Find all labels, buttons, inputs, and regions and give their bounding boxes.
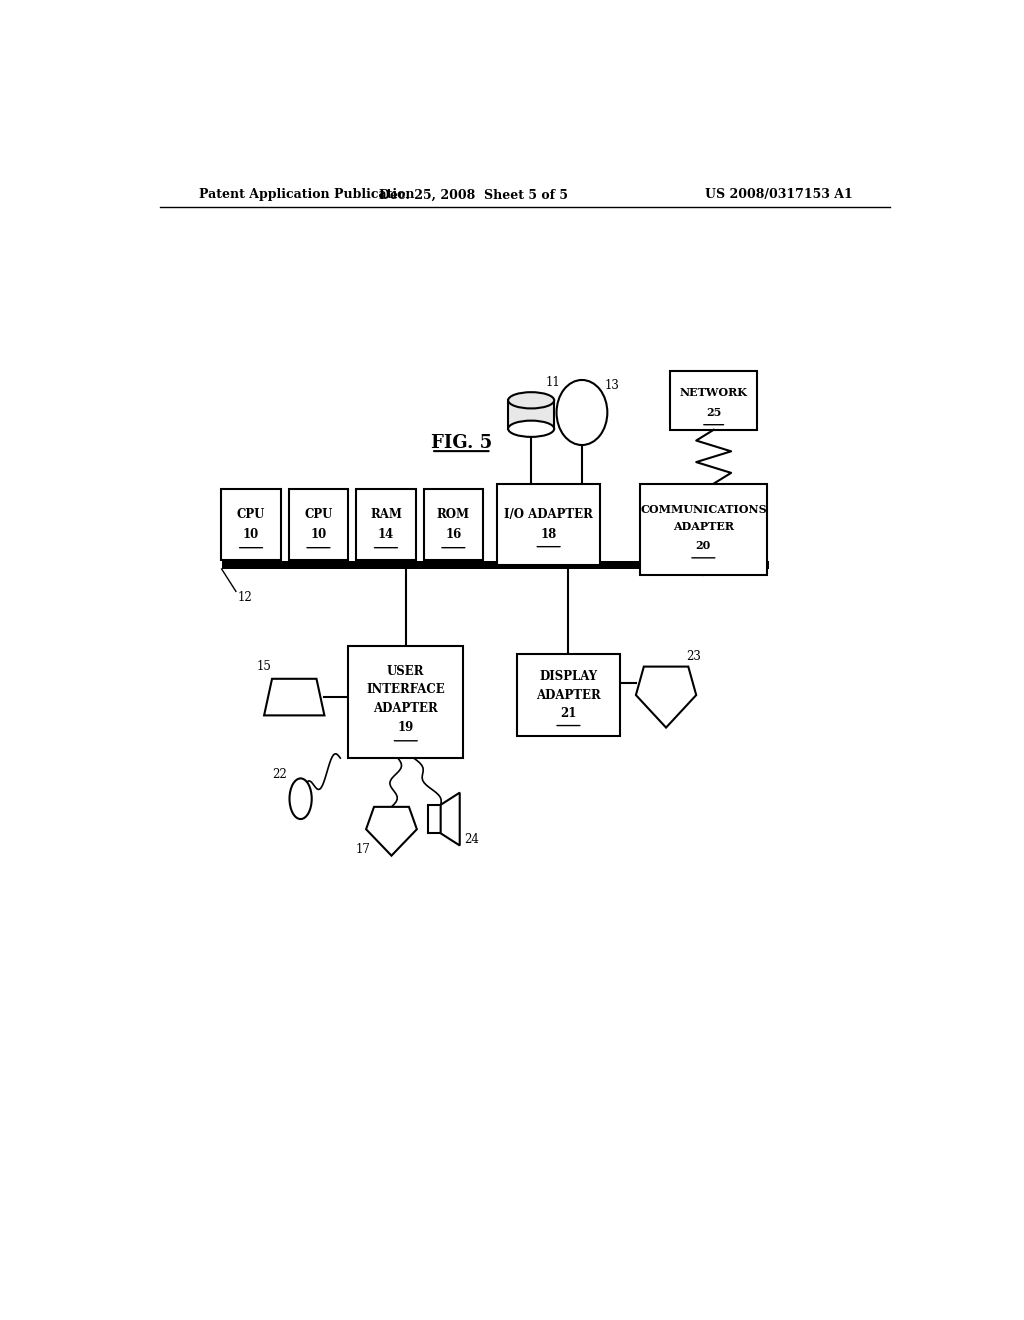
- Text: US 2008/0317153 A1: US 2008/0317153 A1: [705, 189, 853, 202]
- Ellipse shape: [508, 421, 554, 437]
- Text: ROM: ROM: [437, 508, 470, 520]
- Text: 10: 10: [243, 528, 259, 541]
- Text: Dec. 25, 2008  Sheet 5 of 5: Dec. 25, 2008 Sheet 5 of 5: [379, 189, 567, 202]
- Polygon shape: [264, 678, 325, 715]
- Text: 25: 25: [706, 407, 721, 418]
- Text: 16: 16: [445, 528, 462, 541]
- Text: INTERFACE: INTERFACE: [367, 684, 445, 697]
- Bar: [289, 488, 348, 560]
- Polygon shape: [636, 667, 696, 727]
- Text: 12: 12: [238, 591, 252, 605]
- Text: 10: 10: [310, 528, 327, 541]
- Text: ADAPTER: ADAPTER: [673, 521, 734, 532]
- Text: 18: 18: [541, 528, 557, 541]
- Polygon shape: [428, 805, 440, 833]
- Text: ADAPTER: ADAPTER: [374, 702, 438, 714]
- Text: RAM: RAM: [370, 508, 401, 520]
- Bar: [221, 488, 281, 560]
- Text: 19: 19: [397, 721, 414, 734]
- Text: Patent Application Publication: Patent Application Publication: [200, 189, 415, 202]
- Bar: [497, 483, 600, 565]
- Bar: [356, 488, 416, 560]
- Bar: [508, 400, 554, 429]
- Text: ADAPTER: ADAPTER: [537, 689, 601, 701]
- Text: I/O ADAPTER: I/O ADAPTER: [504, 508, 593, 520]
- Text: 24: 24: [465, 833, 479, 846]
- Text: CPU: CPU: [304, 508, 333, 520]
- Text: FIG. 5: FIG. 5: [431, 434, 492, 451]
- Text: 13: 13: [604, 379, 620, 392]
- Text: 23: 23: [686, 649, 700, 663]
- Polygon shape: [440, 792, 460, 846]
- Text: 15: 15: [257, 660, 271, 673]
- Text: COMMUNICATIONS: COMMUNICATIONS: [640, 503, 767, 515]
- Bar: [424, 488, 483, 560]
- Circle shape: [557, 380, 607, 445]
- Bar: [348, 647, 463, 758]
- Text: CPU: CPU: [237, 508, 265, 520]
- Bar: [517, 655, 621, 735]
- Bar: [640, 483, 767, 576]
- Text: 11: 11: [546, 375, 560, 388]
- Ellipse shape: [290, 779, 311, 818]
- Text: DISPLAY: DISPLAY: [540, 671, 598, 684]
- Polygon shape: [366, 807, 417, 855]
- Text: 20: 20: [695, 540, 711, 552]
- Text: 14: 14: [378, 528, 394, 541]
- Text: USER: USER: [387, 665, 425, 678]
- Text: 17: 17: [355, 843, 371, 857]
- Text: 22: 22: [272, 768, 288, 781]
- Ellipse shape: [508, 392, 554, 408]
- Text: NETWORK: NETWORK: [680, 387, 748, 397]
- Bar: [221, 561, 769, 569]
- Bar: [670, 371, 758, 430]
- Text: 21: 21: [560, 706, 577, 719]
